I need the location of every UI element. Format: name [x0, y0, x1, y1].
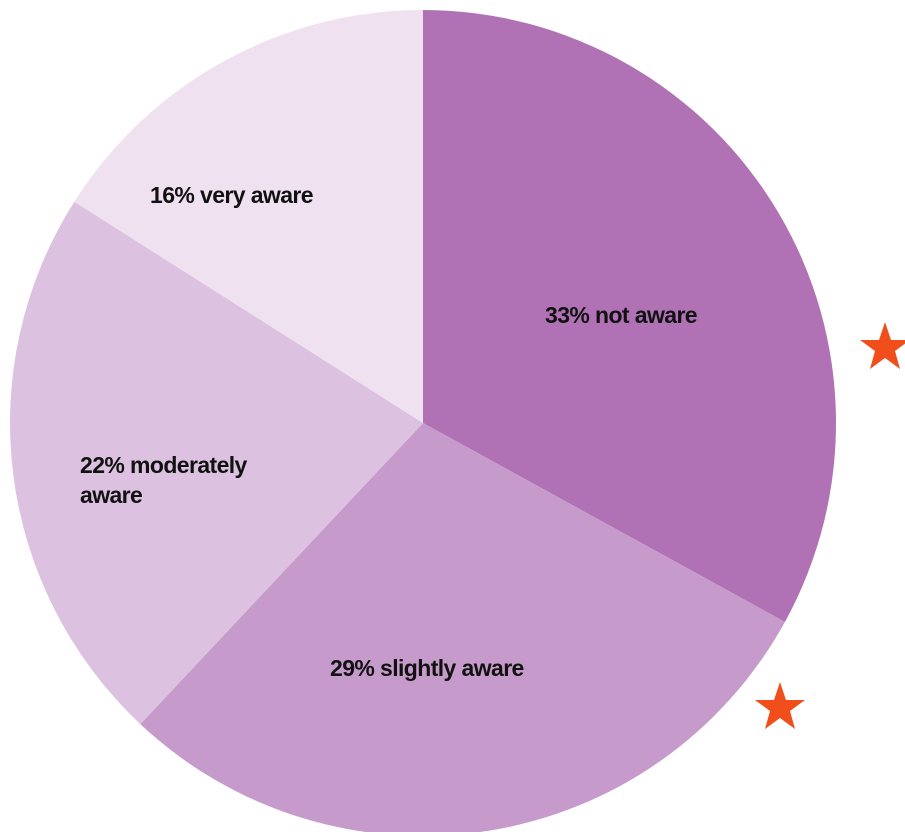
slice-label: 16% very aware: [150, 182, 314, 208]
star-icon: [860, 322, 905, 369]
slices: [9, 10, 837, 832]
slice-label: 22% moderately aware: [80, 452, 247, 508]
star-icon: [755, 682, 805, 729]
pie-slice: [74, 10, 423, 423]
pie-slice: [423, 10, 837, 622]
slice-label: 33% not aware: [545, 302, 698, 328]
pie-slice: [9, 201, 424, 725]
pie-slice: [140, 423, 785, 832]
slice-label: 29% slightly aware: [330, 655, 524, 681]
